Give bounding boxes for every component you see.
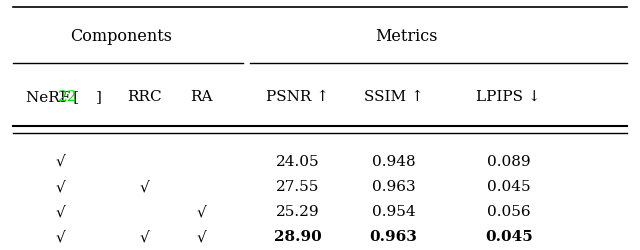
Text: SSIM ↑: SSIM ↑ <box>364 89 424 103</box>
Text: √: √ <box>56 204 66 218</box>
Text: √: √ <box>139 179 149 193</box>
Text: √: √ <box>196 204 207 218</box>
Text: √: √ <box>196 229 207 243</box>
Text: 0.954: 0.954 <box>372 204 415 218</box>
Text: 24.05: 24.05 <box>276 154 319 168</box>
Text: Components: Components <box>70 28 173 45</box>
Text: √: √ <box>56 154 66 168</box>
Text: 0.948: 0.948 <box>372 154 415 168</box>
Text: ]: ] <box>96 89 102 103</box>
Text: 0.045: 0.045 <box>487 179 531 193</box>
Text: 0.089: 0.089 <box>487 154 531 168</box>
Text: RA: RA <box>190 89 213 103</box>
Text: Metrics: Metrics <box>375 28 438 45</box>
Text: √: √ <box>139 229 149 243</box>
Text: 28.90: 28.90 <box>274 229 321 243</box>
Text: NeRF [: NeRF [ <box>26 89 79 103</box>
Text: RRC: RRC <box>127 89 161 103</box>
Text: 0.963: 0.963 <box>370 229 417 243</box>
Text: 0.056: 0.056 <box>487 204 531 218</box>
Text: 22: 22 <box>58 89 77 103</box>
Text: 27.55: 27.55 <box>276 179 319 193</box>
Text: √: √ <box>56 229 66 243</box>
Text: 0.963: 0.963 <box>372 179 415 193</box>
Text: PSNR ↑: PSNR ↑ <box>266 89 329 103</box>
Text: LPIPS ↓: LPIPS ↓ <box>477 89 541 103</box>
Text: 0.045: 0.045 <box>485 229 532 243</box>
Text: √: √ <box>56 179 66 193</box>
Text: 25.29: 25.29 <box>276 204 319 218</box>
